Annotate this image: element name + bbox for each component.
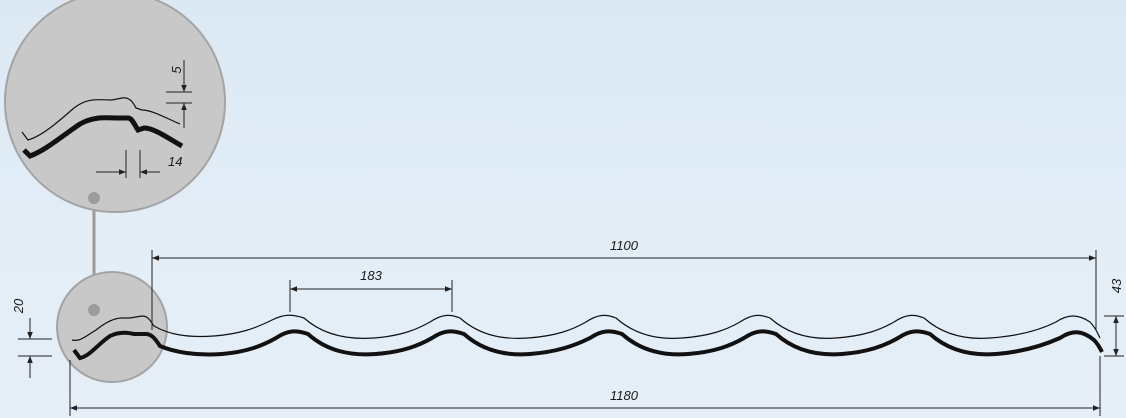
profile-bottom-line (72, 329, 1104, 361)
detail-magnifier-circle (4, 0, 226, 213)
step-height-label: 20 (11, 298, 26, 314)
total-height-label: 43 (1109, 278, 1124, 293)
detail-profile-bottom-line (22, 115, 184, 159)
profile-start-dot (88, 304, 100, 316)
profile-start-circle (56, 271, 168, 383)
profile-top-line (71, 314, 1101, 341)
step-height-dimension (18, 318, 52, 378)
effective-width-dimension (151, 250, 1097, 330)
detail-offset-label: 14 (168, 154, 182, 169)
detail-step-label: 5 (169, 66, 184, 74)
detail-profile-top-line (21, 97, 181, 141)
total-height-dimension (1104, 315, 1124, 357)
wave-pitch-dimension (289, 280, 453, 312)
detail-connector-dot (88, 192, 100, 204)
effective-width-label: 1100 (610, 238, 639, 253)
detail-offset-dimension (96, 150, 160, 178)
overall-width-dimension (69, 356, 1101, 416)
detail-step-dimension (166, 60, 192, 128)
wave-pitch-label: 183 (360, 268, 382, 283)
overall-width-label: 1180 (610, 388, 639, 403)
